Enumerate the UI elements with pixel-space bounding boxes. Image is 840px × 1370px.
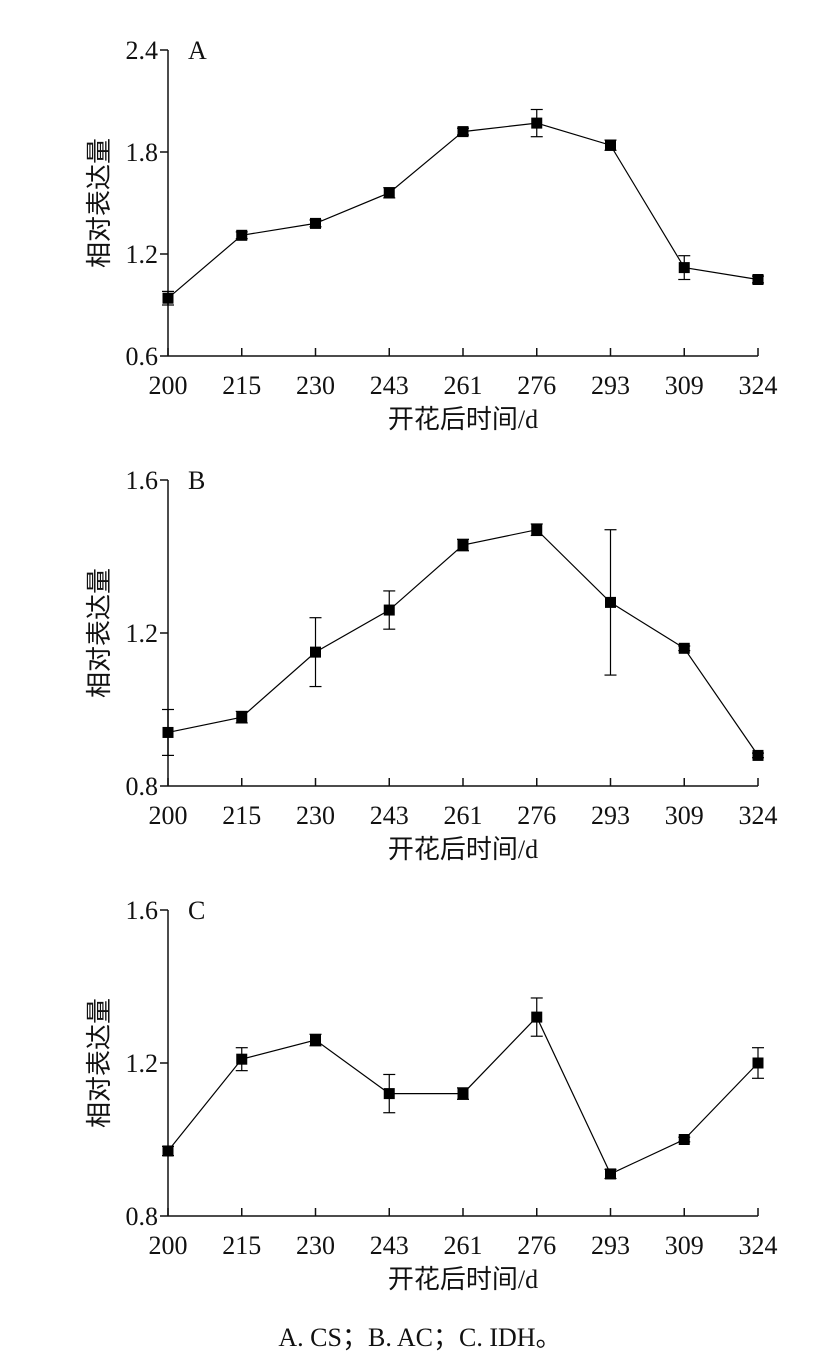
data-point bbox=[236, 229, 248, 241]
x-tick-label: 200 bbox=[149, 801, 188, 830]
y-tick-label: 0.8 bbox=[126, 1202, 159, 1231]
data-point bbox=[457, 1088, 469, 1100]
y-tick-label: 0.6 bbox=[126, 342, 159, 371]
x-tick-label: 230 bbox=[296, 1231, 335, 1260]
y-tick-label: 1.6 bbox=[126, 466, 159, 495]
y-axis-label: 相对表达量 bbox=[85, 568, 114, 698]
x-tick-label: 230 bbox=[296, 371, 335, 400]
x-tick-label: 324 bbox=[739, 1231, 778, 1260]
data-point bbox=[457, 539, 469, 551]
panel: A 0.6 1.2 1.8 2.4 200 215 230 243 261 276 293 309 324… bbox=[85, 36, 778, 434]
x-axis-label: 开花后时间/d bbox=[388, 405, 538, 434]
x-tick-label: 243 bbox=[370, 801, 409, 830]
x-tick-label: 261 bbox=[444, 371, 483, 400]
x-tick-label: 293 bbox=[591, 1231, 630, 1260]
data-point bbox=[310, 217, 321, 229]
x-tick-label: 243 bbox=[370, 1231, 409, 1260]
data-point bbox=[605, 139, 616, 151]
data-point bbox=[162, 726, 174, 738]
panel: B 0.8 1.2 1.6 200 215 230 243 261 276 293 309 324 开花后… bbox=[85, 466, 778, 864]
data-point bbox=[531, 1011, 543, 1023]
y-tick-label: 1.6 bbox=[126, 896, 159, 925]
data-point bbox=[605, 1168, 616, 1180]
y-tick-label: 2.4 bbox=[126, 36, 159, 65]
data-point bbox=[605, 596, 616, 608]
panel-label: A bbox=[188, 36, 207, 65]
data-point bbox=[383, 1088, 395, 1100]
y-axis-label: 相对表达量 bbox=[85, 138, 114, 268]
x-tick-label: 293 bbox=[591, 801, 630, 830]
y-tick-label: 1.2 bbox=[126, 619, 159, 648]
x-tick-label: 215 bbox=[222, 371, 261, 400]
x-tick-label: 324 bbox=[739, 371, 778, 400]
y-tick-label: 1.8 bbox=[126, 138, 159, 167]
x-tick-label: 215 bbox=[222, 801, 261, 830]
data-point bbox=[531, 117, 543, 129]
y-axis-label: 相对表达量 bbox=[85, 998, 114, 1128]
panel-label: B bbox=[188, 466, 205, 495]
data-point bbox=[678, 642, 690, 654]
data-line bbox=[167, 529, 759, 756]
data-point bbox=[383, 604, 395, 616]
x-tick-label: 243 bbox=[370, 371, 409, 400]
caption: A. CS；B. AC；C. IDH。 bbox=[278, 1323, 561, 1352]
x-tick-label: 324 bbox=[739, 801, 778, 830]
x-tick-label: 276 bbox=[517, 371, 556, 400]
x-tick-label: 276 bbox=[517, 1231, 556, 1260]
data-line bbox=[167, 122, 759, 299]
x-tick-label: 200 bbox=[149, 1231, 188, 1260]
x-axis-label: 开花后时间/d bbox=[388, 1265, 538, 1294]
data-point bbox=[162, 292, 174, 304]
data-point bbox=[236, 1053, 248, 1065]
x-tick-label: 293 bbox=[591, 371, 630, 400]
data-point bbox=[752, 1057, 764, 1069]
data-point bbox=[162, 1145, 174, 1157]
data-point bbox=[310, 1034, 321, 1046]
data-point bbox=[236, 711, 248, 723]
panel-label: C bbox=[188, 896, 205, 925]
data-point bbox=[752, 749, 764, 761]
x-tick-label: 230 bbox=[296, 801, 335, 830]
data-point bbox=[752, 274, 764, 285]
x-tick-label: 309 bbox=[665, 1231, 704, 1260]
y-tick-label: 1.2 bbox=[126, 240, 159, 269]
y-tick-label: 1.2 bbox=[126, 1049, 159, 1078]
data-point bbox=[531, 524, 543, 536]
data-point bbox=[383, 187, 395, 199]
x-tick-label: 261 bbox=[444, 1231, 483, 1260]
data-point bbox=[457, 126, 469, 138]
data-point bbox=[678, 262, 690, 274]
y-tick-label: 0.8 bbox=[126, 772, 159, 801]
x-tick-label: 309 bbox=[665, 801, 704, 830]
x-axis-label: 开花后时间/d bbox=[388, 835, 538, 864]
x-tick-label: 309 bbox=[665, 371, 704, 400]
x-tick-label: 200 bbox=[149, 371, 188, 400]
panel: C 0.8 1.2 1.6 200 215 230 243 261 276 293 309 324 开花后… bbox=[85, 896, 778, 1294]
x-tick-label: 215 bbox=[222, 1231, 261, 1260]
x-tick-label: 276 bbox=[517, 801, 556, 830]
x-tick-label: 261 bbox=[444, 801, 483, 830]
data-point bbox=[678, 1134, 690, 1145]
data-point bbox=[310, 646, 321, 658]
